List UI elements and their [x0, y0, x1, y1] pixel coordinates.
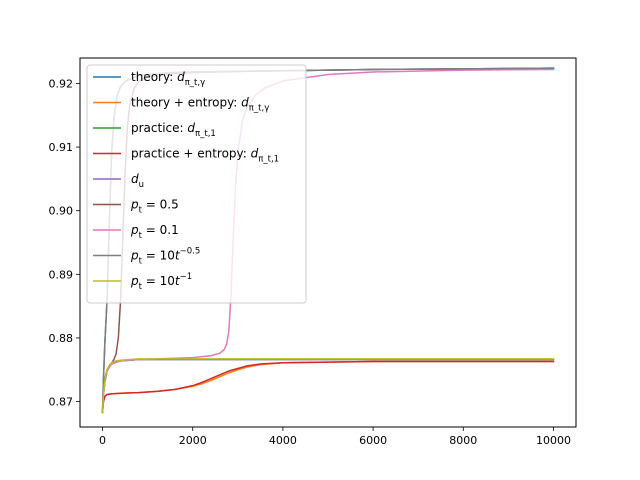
y-tick-label: 0.87 — [49, 396, 74, 409]
axes-frame — [79, 57, 577, 428]
x-tick-label: 2000 — [179, 434, 207, 447]
x-axis: 0 2000 4000 6000 8000 10000 — [99, 427, 571, 447]
y-tick-label: 0.91 — [49, 141, 74, 154]
y-tick-label: 0.90 — [49, 205, 74, 218]
y-axis: 0.87 0.88 0.89 0.90 0.91 0.92 — [49, 77, 80, 409]
y-tick-label: 0.88 — [49, 332, 74, 345]
series-line-4 — [101, 360, 555, 414]
y-tick-label: 0.89 — [49, 268, 74, 281]
x-tick-label: 8000 — [449, 434, 477, 447]
legend-label: theory + entropy: dπ_t,γ — [131, 96, 269, 114]
x-tick-label: 0 — [99, 434, 106, 447]
legend-label: du — [131, 172, 144, 190]
legend-box — [86, 64, 307, 304]
y-tick-label: 0.92 — [49, 77, 74, 90]
x-tick-label: 10000 — [536, 434, 571, 447]
series-line-9 — [101, 358, 555, 414]
x-tick-label: 6000 — [359, 434, 387, 447]
legend-label: pt = 0.5 — [130, 198, 179, 216]
legend-label: practice: dπ_t,1 — [131, 121, 216, 139]
legend-label: pt = 10t−1 — [130, 272, 192, 292]
x-tick-label: 4000 — [269, 434, 297, 447]
legend-label: pt = 10t−0.5 — [130, 247, 200, 267]
legend-label: pt = 0.1 — [130, 223, 179, 241]
legend-label: theory: dπ_t,γ — [131, 70, 205, 88]
legend-label: practice + entropy: dπ_t,1 — [131, 147, 279, 165]
